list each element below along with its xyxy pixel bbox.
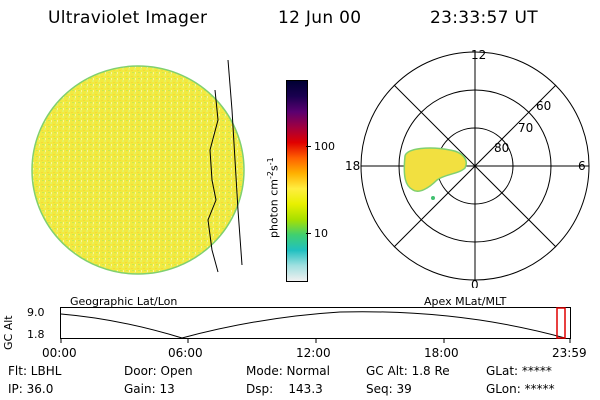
colorbar-label-low: 10: [314, 227, 328, 240]
colorbar-tick-10: [306, 233, 311, 234]
timeline-xtick-1800: 18:00: [424, 346, 459, 360]
apex-caption: Apex MLat/MLT: [424, 295, 507, 308]
polar-plot: 12 6 18 0 60 70 80: [345, 48, 590, 288]
colorbar-tick-100: [306, 146, 311, 147]
time-label: 23:33:57 UT: [430, 8, 538, 28]
mode-info: Mode: Normal: [246, 364, 330, 378]
mlat-label-70: 70: [518, 121, 533, 135]
mlt-label-12: 12: [471, 48, 486, 62]
colorbar: [286, 80, 308, 282]
colorbar-label-high: 100: [314, 140, 335, 153]
timeline-xtick-0600: 06:00: [168, 346, 203, 360]
colorbar-unit: photon cm-2s-1: [266, 157, 281, 238]
polar-diagonal-2: [393, 84, 557, 248]
timeline-xtick-1200: 12:00: [296, 346, 331, 360]
auroral-spot: [431, 196, 435, 200]
gc-alt-info: GC Alt: 1.8 Re: [366, 364, 450, 378]
timeline-ytick-1-8: 1.8: [27, 328, 45, 341]
timeline-ytick-9: 9.0: [27, 306, 45, 319]
mlt-label-0: 0: [471, 278, 479, 288]
timeline-xtick-2359: 23:59: [552, 346, 587, 360]
geographic-image: [31, 59, 245, 275]
mlat-label-60: 60: [536, 99, 551, 113]
altitude-timeline: [60, 307, 571, 343]
mlt-label-18: 18: [345, 159, 360, 173]
current-time-marker: [556, 307, 566, 339]
glon-info: GLon: *****: [486, 382, 555, 396]
terminator-line: [227, 59, 243, 266]
instrument-title: Ultraviolet Imager: [48, 8, 208, 28]
geographic-caption: Geographic Lat/Lon: [70, 295, 178, 308]
ip-info: IP: 36.0: [8, 382, 54, 396]
gain-info: Gain: 13: [124, 382, 175, 396]
mlt-label-6: 6: [578, 159, 586, 173]
date-label: 12 Jun 00: [278, 8, 362, 28]
timeline-ylabel: GC Alt: [2, 315, 15, 350]
earth-disk: [31, 65, 245, 275]
coastline: [207, 89, 219, 273]
sequence-info: Seq: 39: [366, 382, 412, 396]
door-info: Door: Open: [124, 364, 193, 378]
glat-info: GLat: *****: [486, 364, 552, 378]
timeline-frame: [60, 307, 571, 339]
mlat-label-80: 80: [494, 141, 509, 155]
filter-info: Flt: LBHL: [8, 364, 62, 378]
auroral-oval: [403, 147, 467, 192]
dsp-info: Dsp: 143.3: [246, 382, 323, 396]
timeline-xtick-0000: 00:00: [42, 346, 77, 360]
altitude-curve: [60, 311, 566, 339]
